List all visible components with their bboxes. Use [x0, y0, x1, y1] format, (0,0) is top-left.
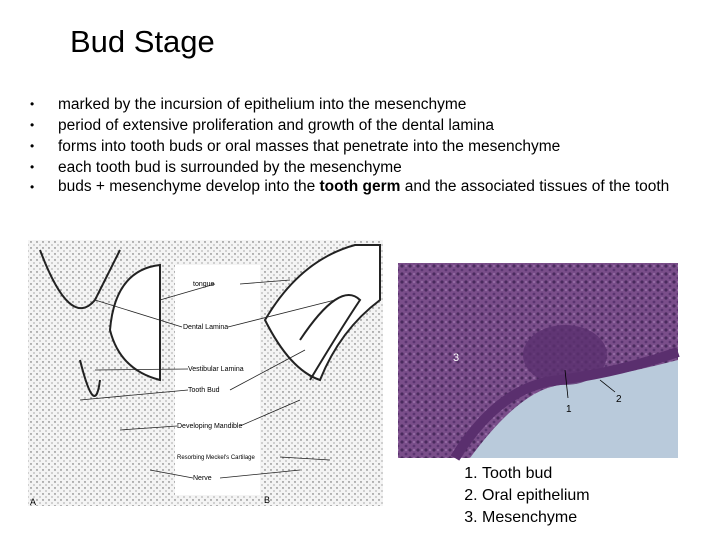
bullet-text: buds + mesenchyme develop into the — [58, 178, 316, 195]
bullet: period of extensive proliferation and gr… — [30, 115, 680, 136]
bullet: marked by the incursion of epithelium in… — [30, 94, 680, 115]
micrograph-label: 1 — [566, 404, 572, 415]
micrograph-label: 2 — [616, 394, 622, 405]
bullet: each tooth bud is surrounded by the mese… — [30, 157, 680, 178]
diagram-label: Dental Lamina — [183, 324, 228, 331]
slide-title: Bud Stage — [70, 24, 215, 59]
bullet: buds + mesenchyme develop into the tooth… — [30, 178, 680, 196]
micrograph: 3 1 2 — [398, 263, 680, 461]
panel-label: A — [30, 497, 36, 507]
histology-diagram: tongue Dental Lamina Vestibular Lamina T… — [28, 240, 383, 507]
bullet-list: marked by the incursion of epithelium in… — [30, 94, 680, 196]
bullet-bold: tooth germ — [319, 178, 401, 195]
diagram-label: Tooth Bud — [188, 387, 220, 394]
legend-item: Oral epithelium — [482, 485, 590, 507]
micrograph-label: 3 — [453, 352, 459, 364]
legend-item: Mesenchyme — [482, 507, 590, 529]
bullet-text: and the associated tissues of the tooth — [404, 178, 670, 195]
diagram-label: Developing Mandible — [177, 423, 242, 430]
diagram-label: Resorbing Meckel's Cartilage — [177, 455, 256, 461]
bullet: forms into tooth buds or oral masses tha… — [30, 136, 680, 157]
panel-label: B — [264, 495, 270, 505]
legend-item: Tooth bud — [482, 463, 590, 485]
diagram-label: Vestibular Lamina — [188, 366, 244, 373]
diagram-label: Nerve — [193, 475, 212, 482]
figure-legend: Tooth bud Oral epithelium Mesenchyme — [440, 463, 590, 529]
diagram-label: tongue — [193, 281, 215, 288]
